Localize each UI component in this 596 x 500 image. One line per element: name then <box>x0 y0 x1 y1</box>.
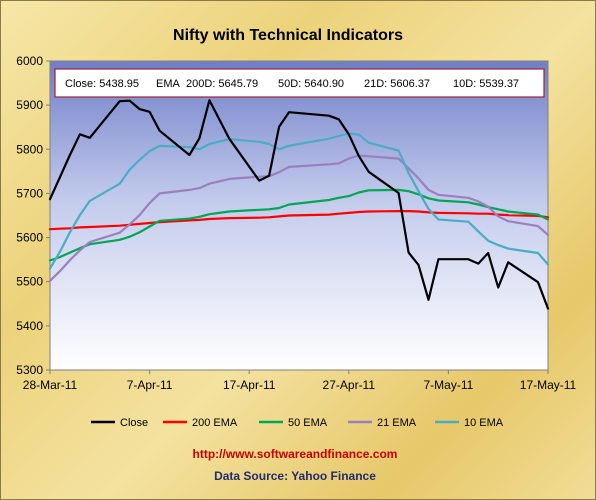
y-tick-label: 5400 <box>16 319 43 333</box>
x-tick-label: 17-May-11 <box>520 378 577 392</box>
y-tick-label: 5700 <box>16 186 43 200</box>
info-close: Close: 5438.95 <box>65 78 139 90</box>
legend-label-10-ema: 10 EMA <box>464 417 504 429</box>
y-tick-label: 5500 <box>16 275 43 289</box>
legend-label-close: Close <box>120 417 148 429</box>
footer-url: http://www.softwareandfinance.com <box>193 447 398 461</box>
y-tick-label: 5900 <box>16 98 43 112</box>
chart-title: Nifty with Technical Indicators <box>173 27 403 44</box>
series-line-21-ema <box>48 154 550 282</box>
info-ema-21: 21D: 5606.37 <box>364 78 430 90</box>
x-tick-label: 17-Apr-11 <box>223 378 276 392</box>
info-ema-label: EMA <box>156 78 181 90</box>
legend-label-200-ema: 200 EMA <box>192 417 238 429</box>
y-tick-label: 6000 <box>16 54 43 68</box>
info-box-frame <box>54 68 545 98</box>
legend-label-21-ema: 21 EMA <box>377 417 417 429</box>
legend: Close 200 EMA 50 EMA 21 EMA 10 EMA <box>91 417 504 429</box>
y-tick-label: 5600 <box>16 231 43 245</box>
series-line-50-ema <box>48 188 550 262</box>
info-box: Close: 5438.95 EMA 200D: 5645.79 50D: 56… <box>54 68 545 98</box>
legend-label-50-ema: 50 EMA <box>288 417 328 429</box>
x-tick-label: 7-May-11 <box>424 378 474 392</box>
y-tick-label: 5800 <box>16 142 43 156</box>
x-tick-label: 7-Apr-11 <box>127 378 173 392</box>
y-tick-label: 5300 <box>16 363 43 377</box>
series-line-200-ema <box>48 210 550 231</box>
y-axis: 5300 5400 5500 5600 5700 5800 5900 6000 <box>16 54 50 377</box>
x-axis: 28-Mar-11 7-Apr-11 17-Apr-11 27-Apr-11 7-May… <box>23 370 577 392</box>
info-ema-200: 200D: 5645.79 <box>186 78 258 90</box>
footer-source: Data Source: Yahoo Finance <box>214 469 376 483</box>
info-ema-10: 10D: 5539.37 <box>453 78 519 90</box>
series-line-10-ema <box>48 132 550 270</box>
series-line-close <box>48 99 550 310</box>
x-tick-label: 28-Mar-11 <box>23 378 78 392</box>
info-ema-50: 50D: 5640.90 <box>278 78 344 90</box>
x-tick-label: 27-Apr-11 <box>323 378 376 392</box>
series-layer <box>48 99 550 310</box>
